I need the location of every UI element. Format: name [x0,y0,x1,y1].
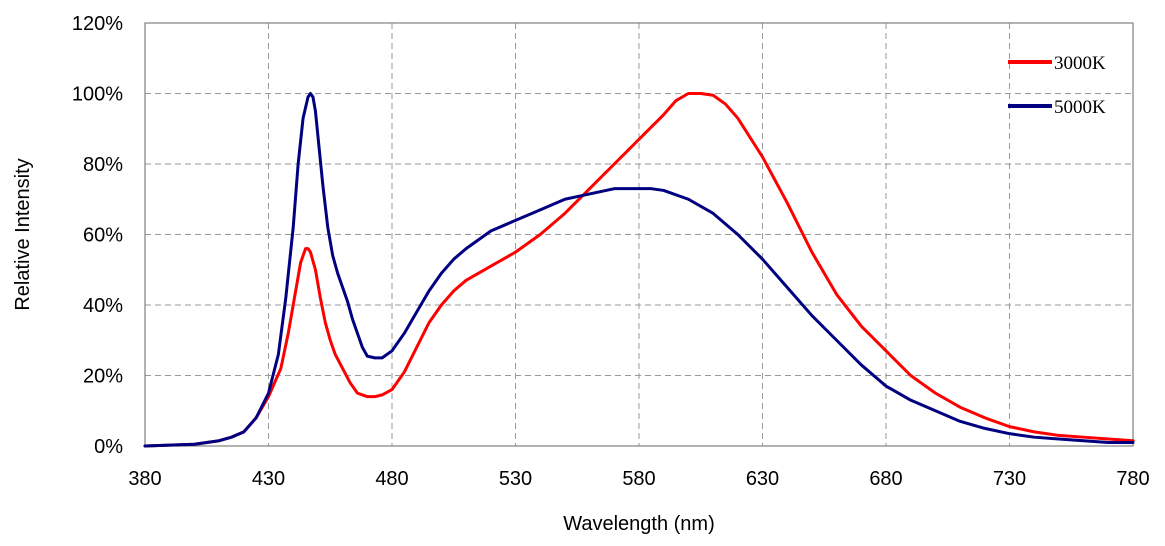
plot-frame [144,22,1134,447]
y-tick-label: 120% [72,13,123,35]
y-tick-label: 80% [83,154,123,176]
x-tick-label: 680 [869,468,902,490]
legend: 3000K 5000K [1008,53,1106,118]
y-tick-label: 100% [72,84,123,106]
legend-label-3000K: 3000K [1054,53,1106,74]
legend-label-5000K: 5000K [1054,97,1106,118]
x-tick-label: 780 [1116,468,1149,490]
y-tick-label: 40% [83,295,123,317]
y-tick-label: 60% [83,225,123,247]
x-tick-label: 580 [622,468,655,490]
y-tick-label: 0% [94,436,123,458]
x-tick-label: 430 [252,468,285,490]
series-line-5000K [143,92,1135,448]
y-axis-ticks: 0% 20% 40% 60% 80% 100% 120% [72,13,123,458]
x-tick-label: 630 [746,468,779,490]
x-tick-label: 480 [375,468,408,490]
series-line-3000K [143,92,1135,448]
x-tick-label: 730 [993,468,1026,490]
x-tick-label: 530 [499,468,532,490]
x-axis-ticks: 380 430 480 530 580 630 680 730 780 [128,468,1149,490]
x-axis-title: Wavelength (nm) [563,513,715,535]
series-layer [143,92,1135,448]
y-axis-title: Relative Intensity [12,158,34,310]
x-tick-label: 380 [128,468,161,490]
y-tick-label: 20% [83,366,123,388]
